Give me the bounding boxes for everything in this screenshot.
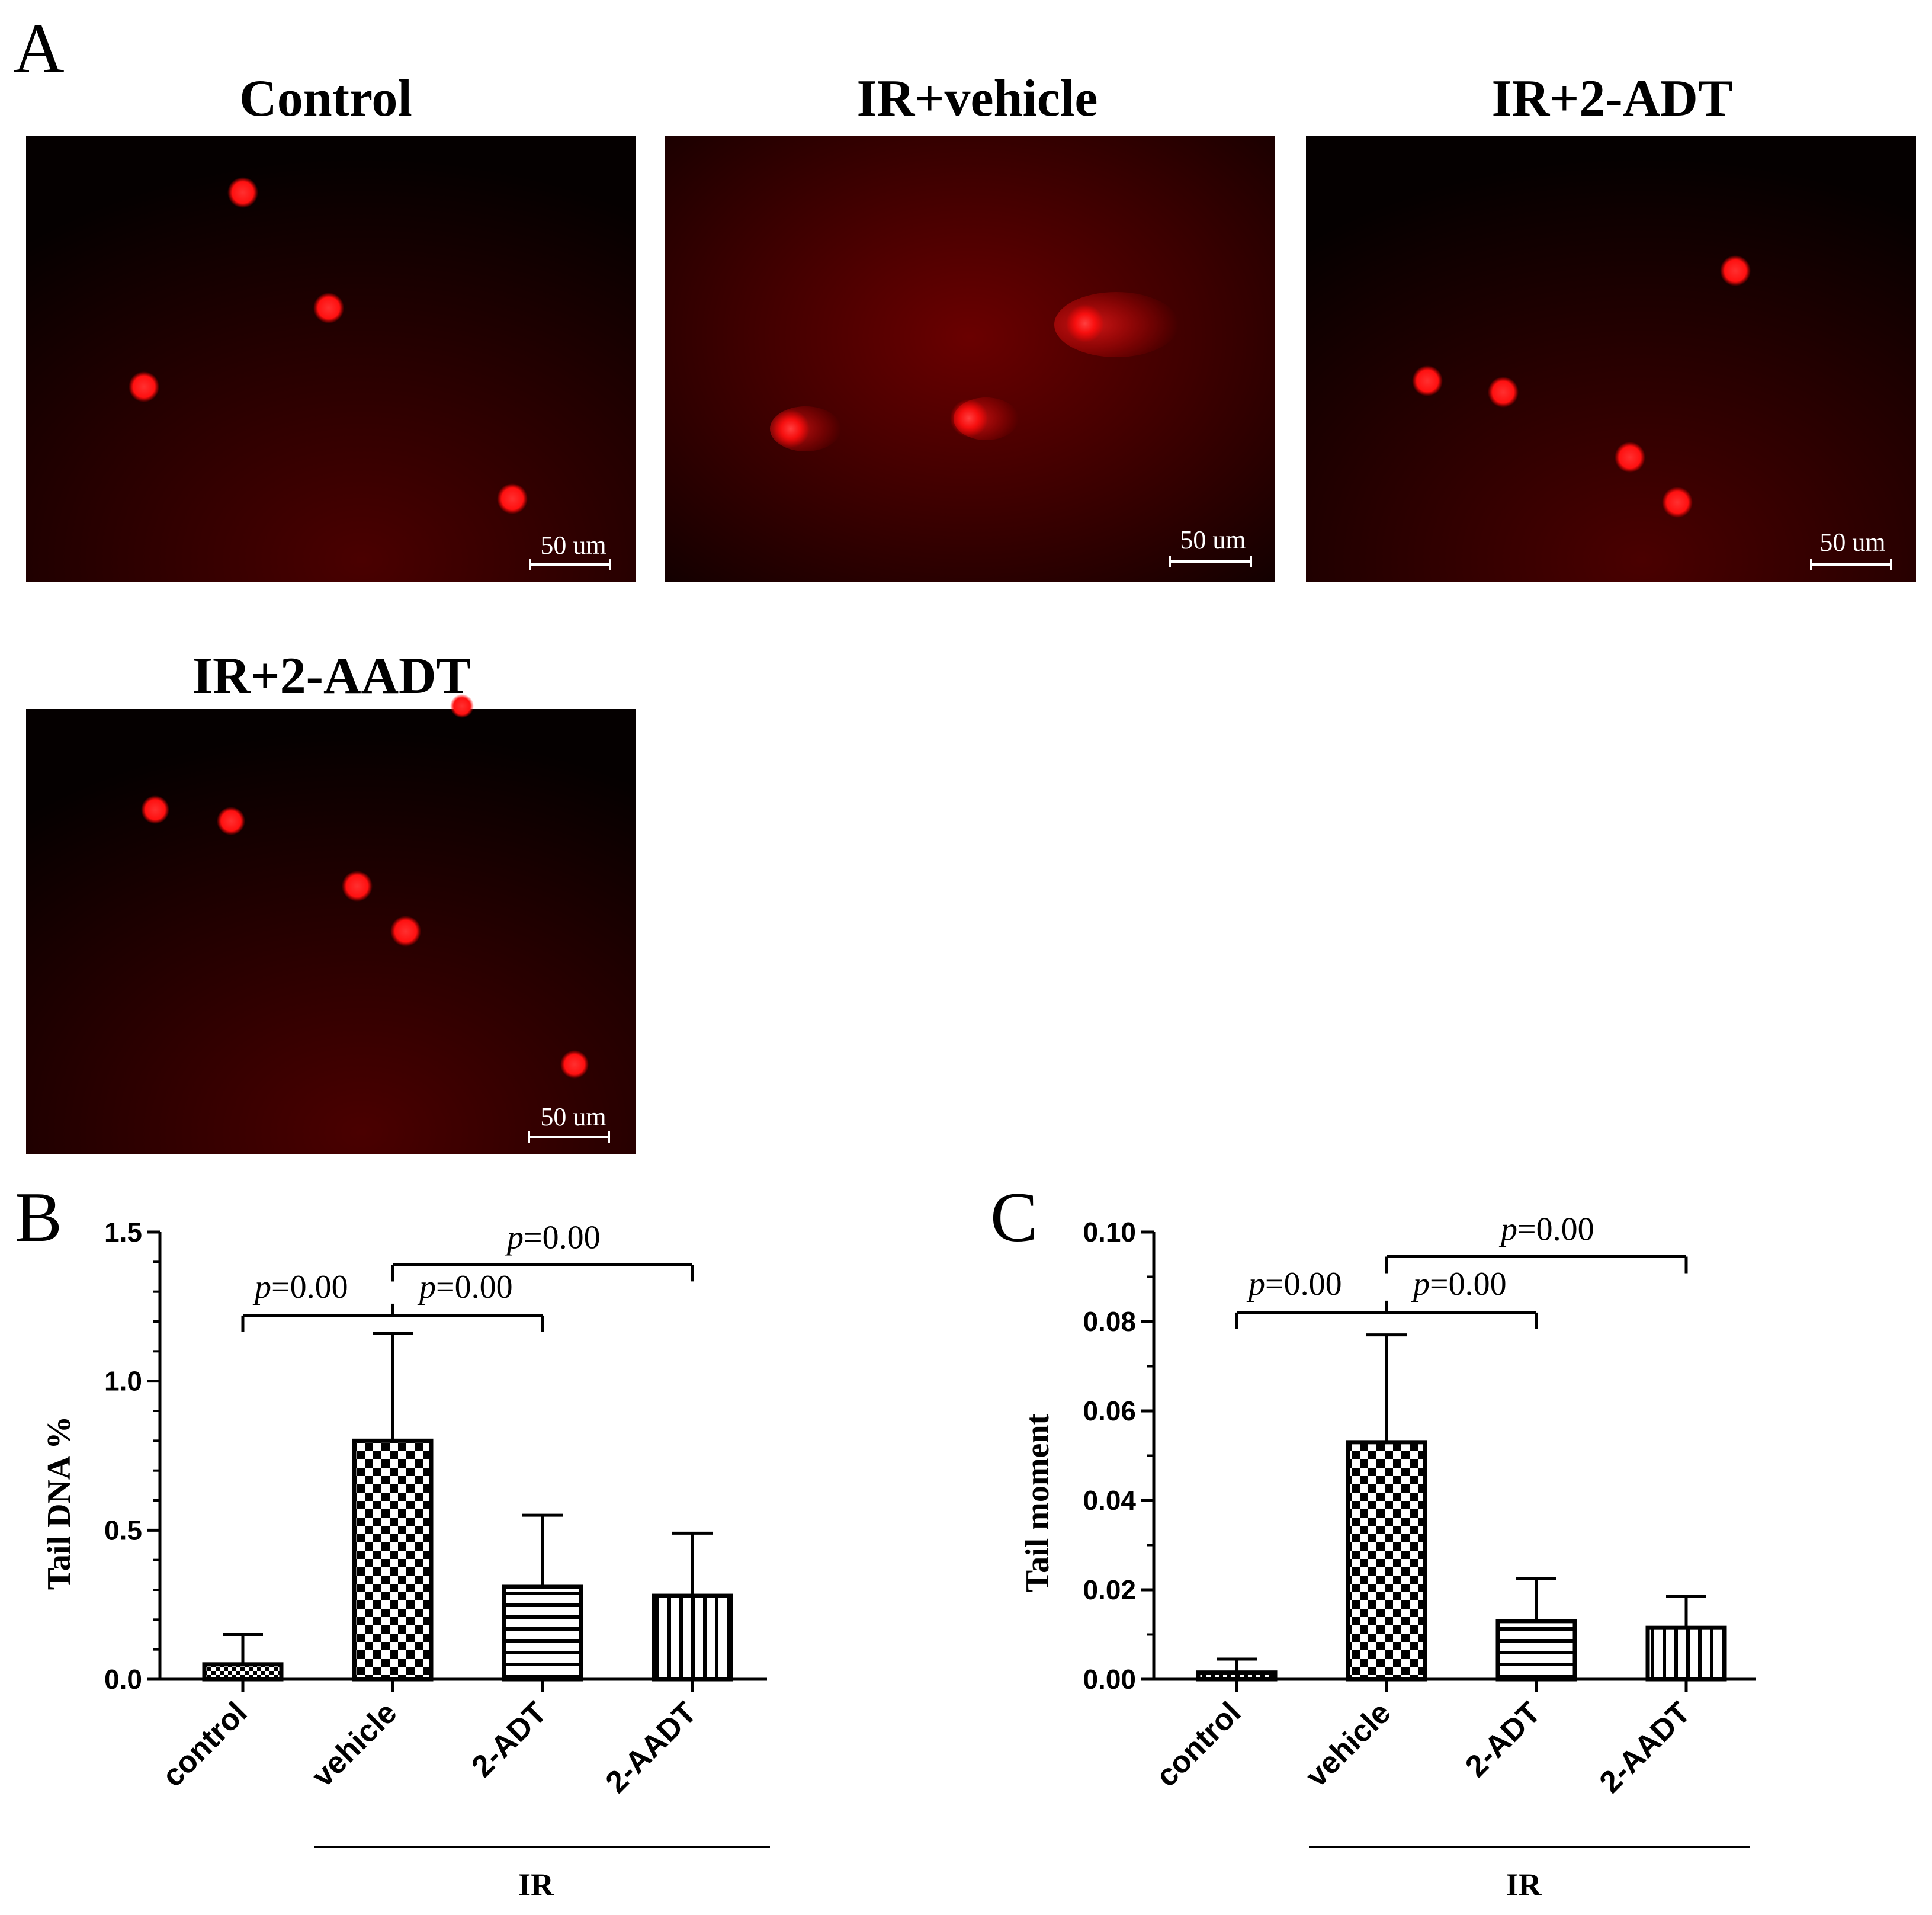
panel-letter-a: A <box>13 9 65 88</box>
scale-bar <box>1810 559 1892 570</box>
nucleus <box>1720 255 1751 286</box>
bar-vehicle <box>1346 1440 1427 1682</box>
y-axis-title: Tail DNA % <box>41 1416 78 1590</box>
micrograph-background <box>1306 136 1916 582</box>
bar-control <box>1196 1670 1278 1682</box>
scale-bar-label: 50 um <box>1819 528 1885 557</box>
group-label: IR <box>518 1867 554 1903</box>
group-label: IR <box>1506 1867 1542 1903</box>
y-tick-label: 0.0 <box>104 1664 142 1695</box>
p-value-label: p=0.00 <box>1498 1211 1594 1248</box>
y-tick-label: 0.08 <box>1083 1306 1136 1337</box>
p-value-label: p=0.00 <box>1246 1266 1342 1303</box>
scale-bar-label: 50 um <box>540 1102 606 1131</box>
scale-bar <box>529 559 611 570</box>
nucleus <box>141 795 169 824</box>
y-tick-label: 1.0 <box>104 1366 142 1397</box>
y-tick-label: 0.5 <box>104 1515 142 1545</box>
image-title-ir-vehicle: IR+vehicle <box>857 70 1098 127</box>
y-tick-label: 0.00 <box>1083 1664 1136 1695</box>
nucleus <box>497 483 528 514</box>
y-axis-title: Tail moment <box>1019 1414 1056 1593</box>
micrograph-background <box>26 136 636 582</box>
category-label: 2-AADT <box>599 1695 704 1799</box>
micrograph-background <box>665 136 1275 582</box>
p-value-label: p=0.00 <box>1411 1266 1507 1303</box>
micrograph-background <box>26 709 636 1154</box>
panel-letter-c: C <box>990 1178 1038 1256</box>
y-tick-label: 1.5 <box>104 1217 142 1247</box>
nucleus <box>227 177 258 208</box>
nucleus <box>772 410 810 448</box>
category-label: 2-AADT <box>1593 1695 1697 1799</box>
y-tick-label: 0.02 <box>1083 1574 1136 1605</box>
nucleus <box>560 1050 589 1079</box>
category-label: control <box>156 1695 254 1794</box>
bar-2-aadt <box>652 1593 733 1682</box>
panel-letter-b: B <box>15 1178 62 1256</box>
bar-2-adt <box>502 1584 583 1682</box>
nucleus <box>1412 365 1443 396</box>
p-value-label: p=0.00 <box>417 1269 513 1305</box>
nucleus <box>1615 442 1645 473</box>
image-title-ir-2-aadt: IR+2-AADT <box>192 647 471 705</box>
nucleus <box>217 807 245 835</box>
nucleus <box>313 293 344 323</box>
nucleus <box>950 399 988 437</box>
nucleus <box>1066 304 1104 342</box>
p-value-label: p=0.00 <box>505 1219 601 1256</box>
category-label: vehicle <box>306 1695 404 1794</box>
scale-bar <box>528 1131 610 1143</box>
micrograph-ir-2-adt: IR+2-ADT 50 um <box>1306 70 1916 582</box>
micrograph-control: Control 50 um <box>26 70 636 582</box>
nucleus <box>1662 487 1693 518</box>
chart-tail-moment: 0.00 0.02 0.04 0.06 0.08 0.10 Tail moment contr… <box>1019 1211 1756 1903</box>
image-title-ir-2-adt: IR+2-ADT <box>1491 70 1732 127</box>
nucleus <box>129 371 159 402</box>
p-value-label: p=0.00 <box>252 1269 348 1305</box>
category-label: 2-ADT <box>465 1695 553 1784</box>
y-tick-label: 0.04 <box>1083 1485 1136 1516</box>
category-label: vehicle <box>1299 1695 1398 1794</box>
bar-vehicle <box>352 1438 434 1682</box>
nucleus <box>450 694 474 718</box>
nucleus <box>342 871 373 902</box>
bar-2-adt <box>1495 1619 1577 1682</box>
micrograph-ir-2-aadt: IR+2-AADT 50 um <box>26 647 636 1154</box>
scale-bar-label: 50 um <box>540 531 606 560</box>
scale-bar <box>1169 556 1252 567</box>
y-tick-label: 0.10 <box>1083 1217 1136 1247</box>
bar-control <box>202 1662 284 1682</box>
image-title-control: Control <box>239 70 412 127</box>
micrograph-ir-vehicle: IR+vehicle 50 um <box>665 70 1275 582</box>
category-label: 2-ADT <box>1459 1695 1547 1784</box>
chart-tail-dna: 0.0 0.5 1.0 1.5 Tail DNA % control vehicle 2-AD… <box>41 1217 770 1903</box>
nucleus <box>1488 377 1519 408</box>
nucleus <box>390 916 421 947</box>
category-label: control <box>1150 1695 1248 1794</box>
bar-2-aadt <box>1645 1625 1727 1682</box>
scale-bar-label: 50 um <box>1180 525 1246 554</box>
y-tick-label: 0.06 <box>1083 1396 1136 1426</box>
